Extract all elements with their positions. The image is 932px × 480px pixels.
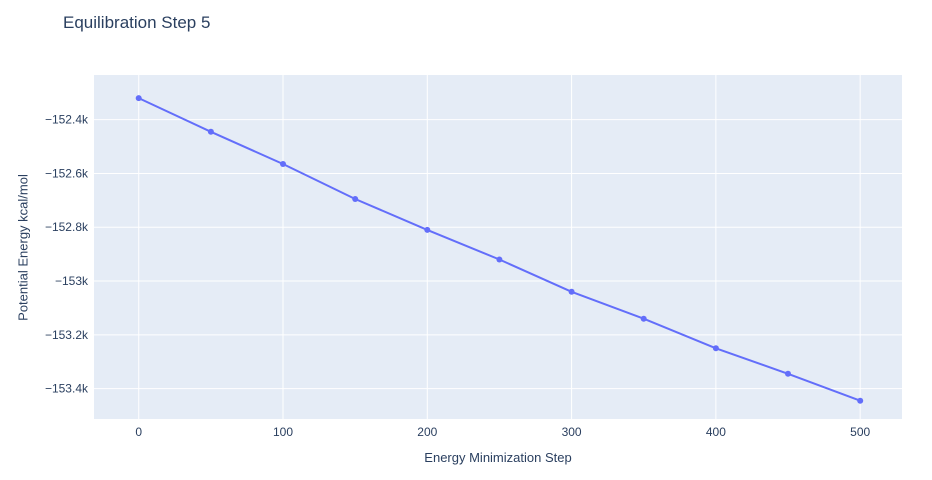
data-point [135,95,142,102]
y-tick-label: −153.2k [45,328,89,342]
data-point [568,288,575,295]
data-point [280,161,286,167]
plot-area[interactable] [94,75,902,419]
data-point [785,370,791,377]
chart-title: Equilibration Step 5 [63,13,211,32]
y-tick-label: −153.4k [45,382,89,396]
x-tick-label: 0 [135,425,142,439]
y-tick-label: −153k [55,274,89,288]
x-axis-title: Energy Minimization Step [424,450,572,465]
data-point [857,397,864,404]
data-point [496,256,503,263]
y-tick-label: −152.8k [45,220,89,234]
x-tick-label: 100 [273,425,293,439]
data-point [207,128,214,135]
data-point [424,226,431,233]
x-tick-label: 200 [417,425,437,439]
y-axis-title: Potential Energy kcal/mol [15,174,31,321]
x-tick-label: 500 [850,425,870,439]
y-tick-label: −152.4k [45,113,89,127]
data-point [640,315,647,322]
y-tick-label: −152.6k [45,166,89,180]
data-point [712,345,719,352]
data-point [352,196,359,202]
x-tick-label: 400 [706,425,726,439]
x-tick-label: 300 [562,425,582,439]
